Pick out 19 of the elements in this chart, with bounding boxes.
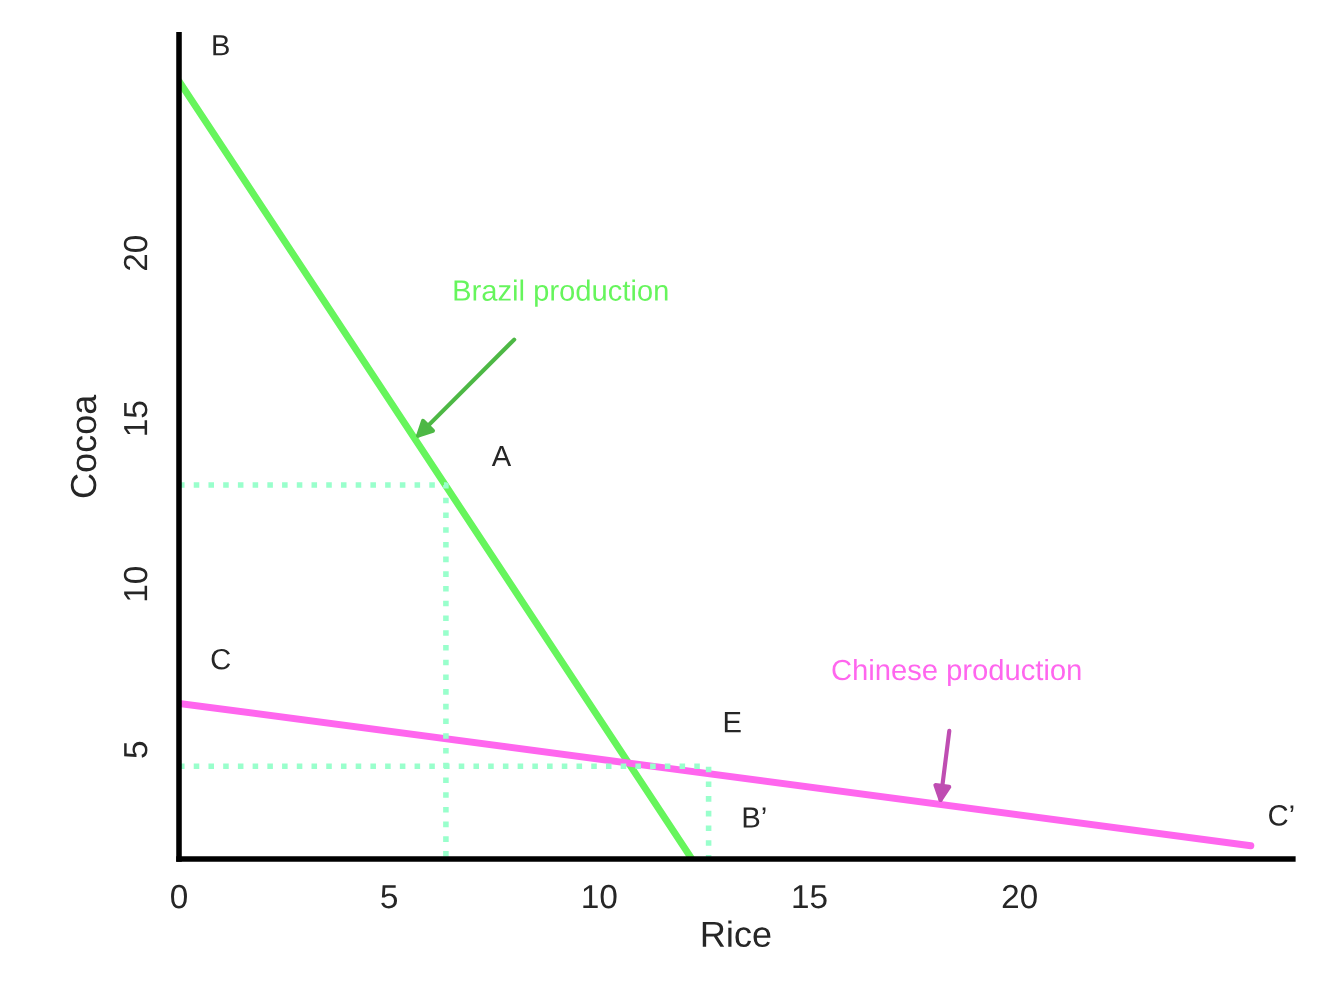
x-tick-label: 10 [583,884,617,909]
y-tick-label: 20 [123,235,148,271]
annotation: C [211,648,231,670]
y-axis-title: Cocoa [70,394,97,498]
x-axis-title: Rice [702,920,771,948]
x-tick-label: 15 [793,885,827,909]
annotation: E [724,712,741,733]
text: Brazil production [454,279,668,307]
annotation: A [491,446,512,467]
text: Chinese production [832,658,1081,687]
y-tick-label: 15 [124,401,148,435]
y-tick-label: 5 [124,741,148,758]
x-tick-label: 5 [381,885,398,909]
x-tick-label: 20 [1002,884,1037,909]
x-tick-label: 0 [171,884,187,909]
annotation: B [213,35,229,56]
y-tick-label: 10 [123,566,148,601]
annotation: B’ [743,807,766,828]
annotation: C’ [1269,805,1294,826]
